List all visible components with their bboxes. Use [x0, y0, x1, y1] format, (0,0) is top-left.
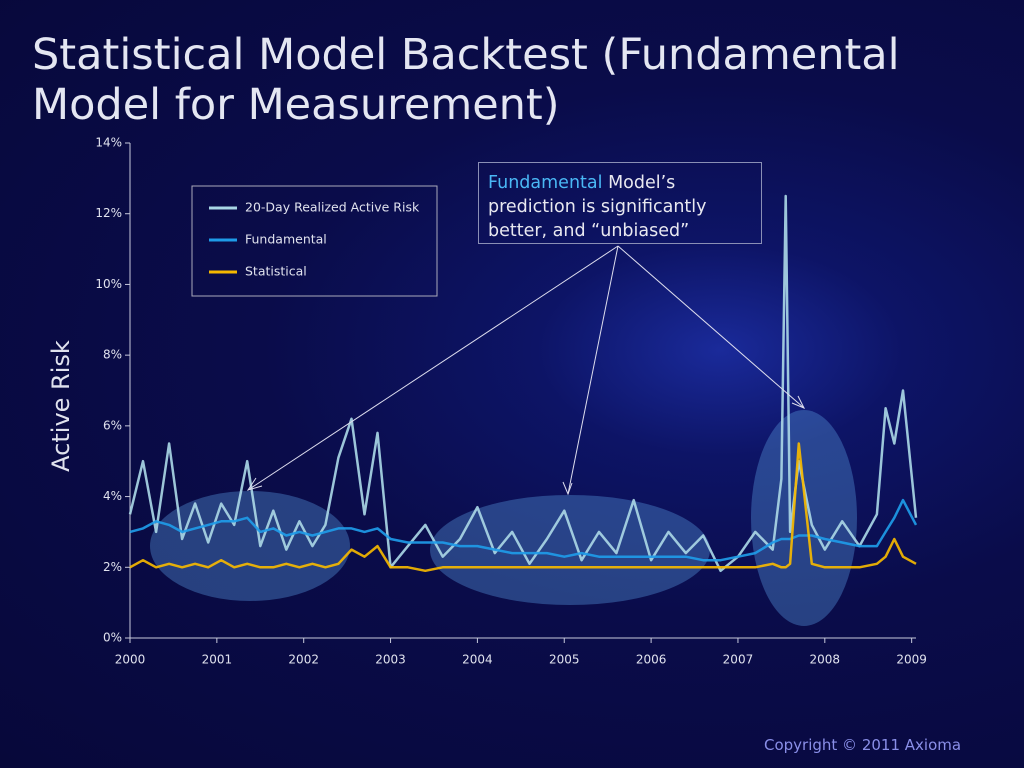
annotation-text: Model’s prediction is significantly bett…: [488, 173, 707, 241]
highlight-ellipse: [430, 495, 710, 605]
annotation: Fundamental Model’s prediction is signif…: [478, 162, 762, 244]
series-line: [129, 498, 918, 562]
y-tick-label: 4%: [103, 489, 122, 503]
series-line: [129, 442, 917, 573]
x-tick-label: 2007: [723, 653, 754, 667]
x-tick-label: 2009: [896, 653, 927, 667]
x-tick-label: 2003: [375, 653, 406, 667]
x-tick-label: 2006: [636, 653, 667, 667]
plot: 0% 2% 4% 6% 8% 10% 12% 14% 2000 2001 2002 2003 2004 2…: [95, 136, 927, 667]
legend-label: Fundamental: [245, 232, 327, 247]
arrows: [246, 245, 806, 496]
y-tick-label: 12%: [95, 206, 122, 220]
legend-box: [191, 185, 438, 297]
footer: Copyright © 2011 Axioma: [764, 736, 962, 754]
y-tick-label: 6%: [103, 418, 122, 432]
x-tick-label: 2002: [288, 653, 319, 667]
title: Statistical Model Backtest (Fundamental …: [32, 30, 900, 130]
annotation-highlight: Fundamental: [488, 173, 603, 193]
x-tick-label: 2004: [462, 653, 493, 667]
highlight-ellipse: [751, 410, 857, 626]
y-axis-label: Active Risk: [47, 340, 75, 472]
y-tick-label: 0%: [103, 631, 122, 645]
legend-label: Statistical: [245, 264, 307, 279]
legend-label: 20-Day Realized Active Risk: [245, 200, 420, 215]
y-tick-label: 2%: [103, 560, 122, 574]
x-tick-label: 2001: [202, 653, 233, 667]
x-tick-label: 2005: [549, 653, 580, 667]
y-tick-label: 8%: [103, 348, 122, 362]
y-tick-label: 14%: [95, 136, 122, 150]
x-tick-label: 2008: [810, 653, 841, 667]
highlight-ellipse: [150, 491, 350, 601]
y-tick-label: 10%: [95, 277, 122, 291]
x-tick-label: 2000: [115, 653, 146, 667]
